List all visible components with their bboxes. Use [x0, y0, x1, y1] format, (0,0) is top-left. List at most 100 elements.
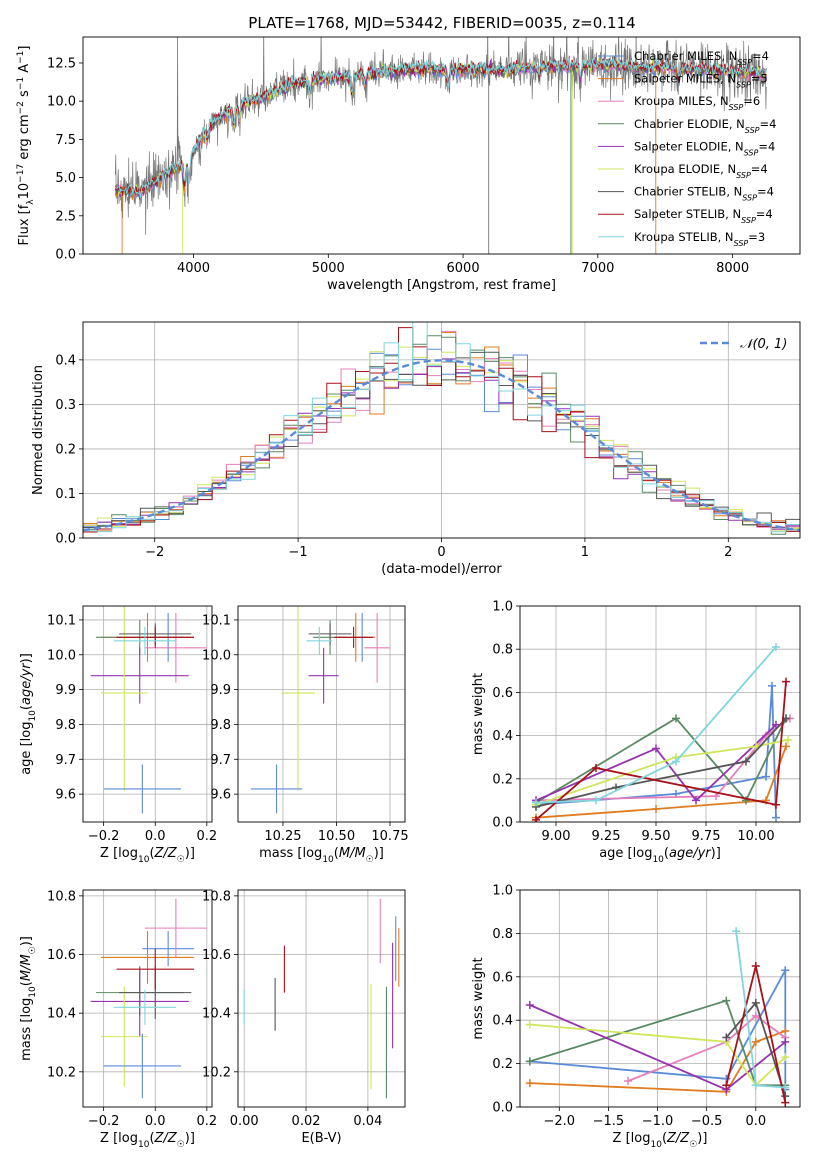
axes-frame [82, 889, 213, 1108]
y-tick-label: 0.2 [55, 442, 76, 457]
x-axis-label: wavelength [Angstrom, rest frame] [327, 278, 556, 293]
weight-marker [784, 735, 792, 744]
chart-age-vs-mass: 10.25 10.50 10.75 9.6 9.7 9.8 9.9 10.0 10.1 mass … [202, 605, 409, 865]
axes-frame [519, 605, 801, 823]
weight-marker [781, 1098, 790, 1107]
chart-weight-vs-Z: −2.0 −1.5 −1.0 −0.5 0.0 0.0 0.2 0.4 0.6 0.8 1.0 Z [… [471, 884, 801, 1150]
weight-line-8 [535, 681, 787, 821]
y-axis-label: mass weight [471, 957, 486, 1039]
weight-marker [722, 996, 731, 1005]
x-tick-label: 10.50 [318, 829, 355, 844]
y-tick-label: 0.0 [492, 816, 513, 831]
chart-mass-vs-ebv: 0.00 0.02 0.04 10.2 10.4 10.6 10.8 E(B-V) [202, 889, 406, 1146]
weight-marker [532, 798, 540, 807]
gaussian-curve [83, 359, 800, 532]
x-tick-label: −2.0 [544, 1114, 576, 1129]
y-tick-label: 10.8 [202, 889, 231, 904]
x-tick-label: 0.0 [745, 1114, 766, 1129]
weight-marker [751, 961, 760, 970]
weight-marker [672, 714, 680, 723]
x-tick-label: 0.02 [292, 1114, 321, 1129]
y-tick-label: 0.4 [492, 1014, 513, 1029]
legend-label-7: Chabrier STELIB, NSSP=4 [634, 185, 774, 203]
x-axis-label: age [log10(age/yr)] [599, 846, 721, 865]
y-tick-label: 10.8 [47, 889, 76, 904]
y-axis-label: age [log10(age/yr)] [19, 653, 38, 775]
y-tick-label: 0.0 [55, 532, 76, 547]
weight-marker [624, 1076, 633, 1085]
plot-area [532, 643, 794, 822]
weight-marker [652, 744, 660, 753]
y-tick-label: 10.4 [202, 1007, 231, 1022]
weight-marker [781, 966, 790, 975]
x-tick-label: 8000 [716, 261, 749, 276]
plot-area [83, 322, 800, 538]
y-tick-label: 10.1 [47, 613, 76, 628]
legend-label-2: Salpeter MILES, NSSP=5 [634, 72, 768, 90]
x-axis-label: Z [log10(Z/Z☉)] [613, 1131, 708, 1150]
weight-marker [532, 815, 540, 822]
axes-frame [82, 321, 801, 539]
weight-marker [751, 1037, 760, 1046]
x-tick-label: −0.5 [691, 1114, 723, 1129]
axes-frame [237, 605, 406, 823]
x-tick-label: 9.25 [592, 829, 621, 844]
x-axis-label: E(B-V) [301, 1131, 341, 1146]
x-tick-label: 0.2 [196, 829, 217, 844]
y-tick-label: 0.1 [55, 487, 76, 502]
weight-marker [781, 1037, 790, 1046]
y-tick-label: 0.8 [492, 643, 513, 658]
x-axis-label: (data-model)/error [381, 562, 502, 577]
legend-label-6: Kroupa ELODIE, NSSP=4 [634, 162, 768, 180]
legend-label-1: Chabrier MILES, NSSP=4 [634, 49, 769, 67]
y-tick-label: 9.7 [55, 753, 76, 768]
model-spectrum-9 [114, 57, 767, 198]
y-tick-label: 9.8 [210, 718, 231, 733]
weight-line-2 [535, 746, 787, 819]
y-tick-label: 10.2 [202, 1065, 231, 1080]
y-tick-label: 9.6 [55, 788, 76, 803]
plot-area [90, 898, 207, 1099]
legend: 𝒩(0, 1) [700, 337, 787, 352]
x-axis-label: mass [log10(M/M☉)] [259, 846, 384, 865]
weight-marker [751, 1011, 760, 1020]
chart-age-vs-Z: −0.2 0.0 0.2 9.6 9.7 9.8 9.9 10.0 10.1 Z [log10(Z… [19, 605, 217, 865]
x-tick-label: 7000 [581, 261, 614, 276]
chart-spectrum: 4000 5000 6000 7000 8000 0.0 2.5 5.0 7.5 10.0 12.5… [16, 36, 801, 293]
y-tick-label: 5.0 [55, 171, 76, 186]
legend: Chabrier MILES, NSSP=4 Salpeter MILES, NS… [598, 49, 776, 247]
y-axis-label: Normed distribution [31, 365, 46, 495]
y-tick-label: 9.8 [55, 718, 76, 733]
weight-marker [782, 677, 790, 686]
weight-line-6 [529, 1023, 786, 1087]
y-tick-label: 1.0 [492, 600, 513, 615]
x-axis-label: Z [log10(Z/Z☉)] [100, 846, 195, 865]
weight-marker [752, 742, 760, 751]
chart-residuals: −2 −1 0 1 2 0.0 0.1 0.2 0.3 0.4 𝒩(0, 1) (data-model… [31, 321, 801, 577]
y-tick-label: 0.8 [492, 927, 513, 942]
chart-weight-vs-age: 9.00 9.25 9.50 9.75 10.00 0.0 0.2 0.4 0.6 0.8 1.0 a… [471, 600, 801, 865]
y-tick-label: 9.6 [210, 788, 231, 803]
weight-marker [781, 1083, 790, 1092]
legend-label-gaussian: 𝒩(0, 1) [740, 337, 787, 352]
x-tick-label: 9.75 [692, 829, 721, 844]
x-tick-label: −0.2 [88, 829, 120, 844]
axes-frame [82, 36, 801, 255]
x-tick-label: 9.00 [542, 829, 571, 844]
x-tick-label: −1 [289, 545, 308, 560]
x-tick-label: 0.00 [230, 1114, 259, 1129]
y-tick-label: 10.1 [202, 613, 231, 628]
weight-marker [525, 1001, 534, 1010]
y-tick-label: 0.0 [492, 1101, 513, 1116]
y-axis-label: Flux [fλ10−17 erg cm−2 s−1 A−1] [16, 46, 36, 246]
weight-marker [722, 1033, 731, 1042]
plot-area [243, 898, 400, 1099]
y-tick-label: 10.0 [47, 95, 76, 110]
x-tick-label: 0.0 [145, 1114, 166, 1129]
plots-layer: 4000 5000 6000 7000 80000.02.55.07.510.012.5… [16, 36, 801, 1150]
y-tick-label: 12.5 [47, 56, 76, 71]
weight-marker [772, 813, 780, 822]
y-tick-label: 0.4 [492, 729, 513, 744]
weight-marker [751, 1081, 760, 1090]
weight-marker [525, 1079, 534, 1088]
